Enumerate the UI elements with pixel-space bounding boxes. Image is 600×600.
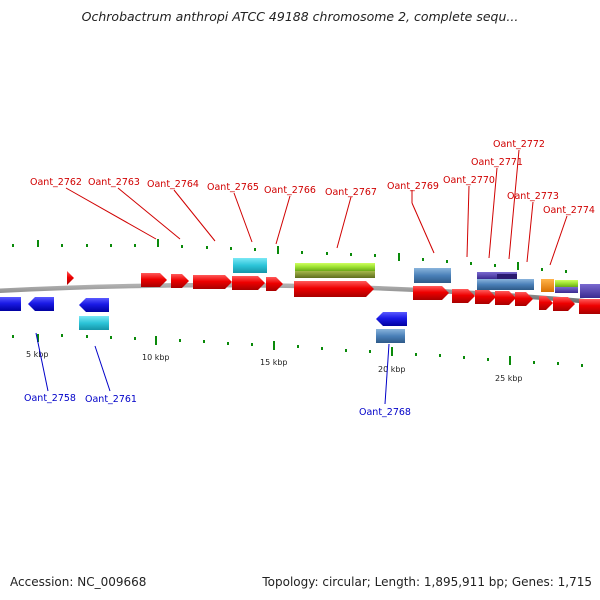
gene-arrow-reverse xyxy=(376,312,407,326)
gene-arrow-forward xyxy=(141,273,167,287)
lower-ticks xyxy=(12,334,583,367)
gene-label-oant-2768[interactable]: Oant_2768 xyxy=(359,407,411,418)
gene-label-oant-2763[interactable]: Oant_2763 xyxy=(88,177,140,188)
accession-text: Accession: NC_009668 xyxy=(10,575,147,589)
gene-arrow-forward xyxy=(515,292,533,306)
pseudo-feature xyxy=(414,268,451,283)
gene-arrow-forward xyxy=(294,281,374,297)
misc-feature xyxy=(555,280,578,287)
gene-label-oant-2769[interactable]: Oant_2769 xyxy=(387,181,439,192)
gene-arrow-forward xyxy=(579,299,600,314)
gene-label-oant-2758[interactable]: Oant_2758 xyxy=(24,393,76,404)
map-title: Ochrobactrum anthropi ATCC 49188 chromos… xyxy=(81,9,519,24)
upper-ticks xyxy=(12,239,567,273)
gene-arrow-forward xyxy=(193,275,232,289)
scale-label-10kbp: 10 kbp xyxy=(142,353,170,362)
gene-arrow-reverse xyxy=(28,297,54,311)
scale-label-5kbp: 5 kbp xyxy=(26,350,48,359)
gene-arrow-forward xyxy=(475,290,496,304)
misc-feature xyxy=(580,284,600,298)
gene-arrow-forward xyxy=(495,291,516,305)
genome-summary-text: Topology: circular; Length: 1,895,911 bp… xyxy=(262,575,592,589)
pseudo-feature xyxy=(376,329,405,343)
reverse-features[interactable] xyxy=(0,297,407,343)
forward-features[interactable] xyxy=(67,258,600,314)
gene-arrow-forward xyxy=(232,276,265,290)
gene-arrow-forward xyxy=(539,296,553,310)
gene-label-oant-2770[interactable]: Oant_2770 xyxy=(443,175,495,186)
misc-feature xyxy=(497,274,517,279)
gene-label-oant-2765[interactable]: Oant_2765 xyxy=(207,182,259,193)
misc-feature xyxy=(295,271,375,278)
misc-feature xyxy=(541,279,554,292)
gene-arrow-forward xyxy=(553,297,575,311)
pseudo-feature xyxy=(477,279,534,290)
gene-label-oant-2773[interactable]: Oant_2773 xyxy=(507,191,559,202)
gene-arrow-reverse xyxy=(79,298,109,312)
gene-arrow-forward xyxy=(452,289,475,303)
misc-feature xyxy=(295,263,375,271)
forward-gene-labels: Oant_2762 Oant_2763 Oant_2764 Oant_2765 … xyxy=(30,139,595,216)
gene-label-oant-2772[interactable]: Oant_2772 xyxy=(493,139,545,150)
misc-feature xyxy=(555,287,578,293)
gene-label-oant-2762[interactable]: Oant_2762 xyxy=(30,177,82,188)
gene-label-oant-2774[interactable]: Oant_2774 xyxy=(543,205,595,216)
scale-label-25kbp: 25 kbp xyxy=(495,374,523,383)
rna-feature xyxy=(233,258,267,273)
scale-label-15kbp: 15 kbp xyxy=(260,358,288,367)
forward-leader-lines xyxy=(65,149,568,266)
gene-label-oant-2767[interactable]: Oant_2767 xyxy=(325,187,377,198)
rna-feature xyxy=(79,316,109,330)
gene-arrow-forward xyxy=(171,274,189,288)
gene-label-oant-2761[interactable]: Oant_2761 xyxy=(85,394,137,405)
reverse-leader-lines xyxy=(35,332,390,405)
gene-arrow-forward xyxy=(67,271,74,285)
gene-label-oant-2771[interactable]: Oant_2771 xyxy=(471,157,523,168)
gene-arrow-forward xyxy=(266,277,283,291)
reverse-gene-labels: Oant_2758 Oant_2761 Oant_2768 xyxy=(24,393,411,418)
gene-arrow-forward xyxy=(413,286,449,300)
gene-label-oant-2766[interactable]: Oant_2766 xyxy=(264,185,316,196)
gene-label-oant-2764[interactable]: Oant_2764 xyxy=(147,179,199,190)
gene-arrow-reverse xyxy=(0,297,21,311)
scale-label-20kbp: 20 kbp xyxy=(378,365,406,374)
